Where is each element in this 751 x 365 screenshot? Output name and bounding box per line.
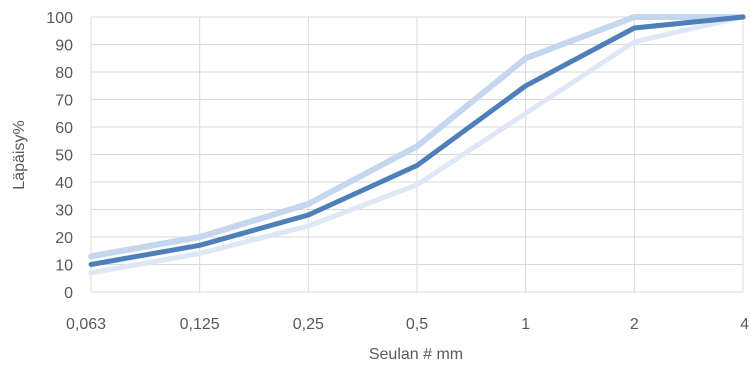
x-tick-label: 2 [630, 316, 639, 333]
y-tick-label: 50 [55, 148, 73, 165]
y-tick-label: 40 [55, 175, 73, 192]
x-axis-tick-labels: 0,063 0,125 0,25 0,5 1 2 4 [66, 316, 749, 333]
x-tick-label: 1 [521, 316, 530, 333]
y-tick-label: 70 [55, 93, 73, 110]
series-line-1 [88, 14, 746, 260]
series-line-2 [88, 14, 746, 276]
y-axis-title: Läpäisy% [11, 120, 28, 189]
x-tick-label: 0,25 [293, 316, 324, 333]
y-tick-label: 60 [55, 120, 73, 137]
y-tick-label: 90 [55, 38, 73, 55]
series-lines [88, 14, 746, 276]
x-tick-label: 0,5 [406, 316, 428, 333]
x-axis-title: Seulan # mm [369, 346, 463, 363]
y-tick-label: 30 [55, 203, 73, 220]
x-tick-label: 0,063 [66, 316, 106, 333]
y-tick-label: 80 [55, 65, 73, 82]
y-tick-label: 10 [55, 258, 73, 275]
y-tick-label: 20 [55, 230, 73, 247]
gridlines [90, 16, 744, 293]
x-tick-label: 4 [740, 316, 749, 333]
x-tick-label: 0,125 [180, 316, 220, 333]
y-tick-label: 100 [46, 10, 73, 27]
series-line-3 [88, 14, 746, 267]
y-axis-tick-labels: 0 10 20 30 40 50 60 70 80 90 100 [46, 10, 73, 302]
y-tick-label: 0 [64, 285, 73, 302]
